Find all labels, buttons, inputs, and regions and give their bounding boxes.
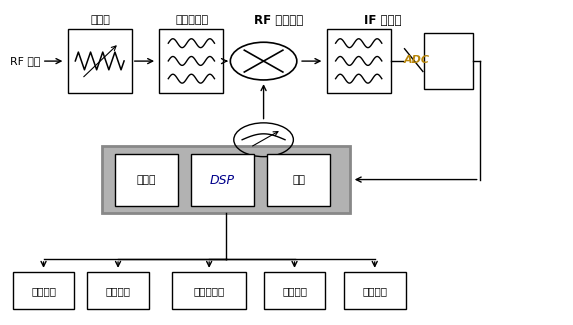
Bar bbox=[115, 154, 178, 206]
Bar bbox=[327, 29, 391, 93]
Text: 调制域分析: 调制域分析 bbox=[194, 286, 225, 296]
Bar bbox=[344, 272, 406, 309]
Text: ADC: ADC bbox=[403, 55, 430, 65]
Text: RF 下变频器: RF 下变频器 bbox=[254, 14, 304, 27]
Bar bbox=[102, 146, 350, 213]
Text: DSP: DSP bbox=[210, 174, 235, 187]
Bar bbox=[264, 272, 325, 309]
Text: 衰减器: 衰减器 bbox=[91, 15, 110, 25]
Text: 码域分析: 码域分析 bbox=[282, 286, 307, 296]
Text: IF 滤波器: IF 滤波器 bbox=[364, 14, 402, 27]
Bar bbox=[159, 29, 223, 93]
Bar bbox=[13, 272, 74, 309]
Text: 多域相关: 多域相关 bbox=[362, 286, 387, 296]
Bar bbox=[87, 272, 149, 309]
Text: 频域分析: 频域分析 bbox=[31, 286, 56, 296]
Text: 时域分析: 时域分析 bbox=[105, 286, 131, 296]
Text: 存储器: 存储器 bbox=[136, 176, 156, 185]
Bar bbox=[424, 32, 473, 89]
Bar bbox=[267, 154, 330, 206]
Bar bbox=[172, 272, 246, 309]
Bar bbox=[68, 29, 132, 93]
Text: RF 输入: RF 输入 bbox=[10, 56, 41, 66]
Bar bbox=[191, 154, 254, 206]
Text: 触发: 触发 bbox=[292, 176, 305, 185]
Text: 低通滤波器: 低通滤波器 bbox=[175, 15, 209, 25]
